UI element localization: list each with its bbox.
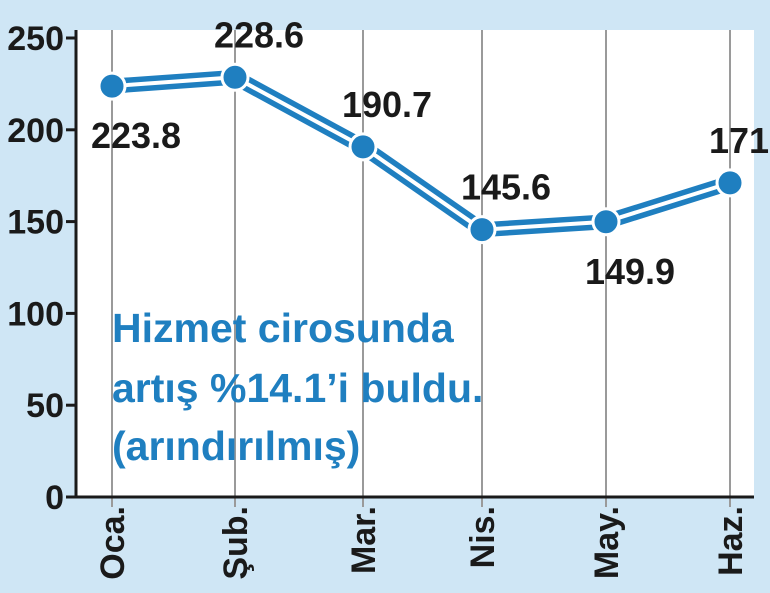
x-tick-label: Oca. <box>94 506 132 580</box>
data-label: 223.8 <box>91 115 181 156</box>
data-label: 171.1 <box>709 120 770 161</box>
data-label: 145.6 <box>461 167 551 208</box>
y-tick-label: 50 <box>26 387 64 425</box>
y-tick-labels: 0 50 100 150 200 250 <box>7 20 76 517</box>
y-tick-label: 100 <box>7 295 64 333</box>
data-points <box>97 62 745 245</box>
data-point <box>348 132 378 162</box>
data-point <box>97 71 127 101</box>
x-tick-labels: Oca. Şub. Mar. Nis. May. Haz. <box>94 506 750 580</box>
data-labels: 223.8 228.6 190.7 145.6 149.9 171.1 <box>91 14 770 291</box>
axes <box>74 30 754 499</box>
y-tick-label: 250 <box>7 20 64 58</box>
data-point <box>715 168 745 198</box>
plot-area <box>76 30 754 496</box>
annotation-line-3: (arındırılmış) <box>112 423 360 469</box>
data-point <box>591 207 621 237</box>
annotation: Hizmet cirosunda artış %14.1’i buldu. (a… <box>112 305 483 469</box>
x-tick-label: Nis. <box>464 506 502 568</box>
x-tick-label: Mar. <box>345 506 383 574</box>
data-point <box>467 215 497 245</box>
y-tick-label: 150 <box>7 204 64 242</box>
data-label: 228.6 <box>214 14 304 55</box>
x-tick-label: Şub. <box>217 506 255 580</box>
data-label: 190.7 <box>342 84 432 125</box>
annotation-line-1: Hizmet cirosunda <box>112 305 455 351</box>
series-line <box>104 69 738 238</box>
series-line-inner <box>110 75 732 232</box>
data-label: 149.9 <box>585 251 675 292</box>
y-tick-label: 0 <box>45 479 64 517</box>
x-tick-label: Haz. <box>712 506 750 576</box>
grid-lines <box>111 30 731 507</box>
data-point <box>220 62 250 92</box>
annotation-line-2: artış %14.1’i buldu. <box>112 365 483 411</box>
y-tick-label: 200 <box>7 112 64 150</box>
x-tick-label: May. <box>588 506 626 579</box>
